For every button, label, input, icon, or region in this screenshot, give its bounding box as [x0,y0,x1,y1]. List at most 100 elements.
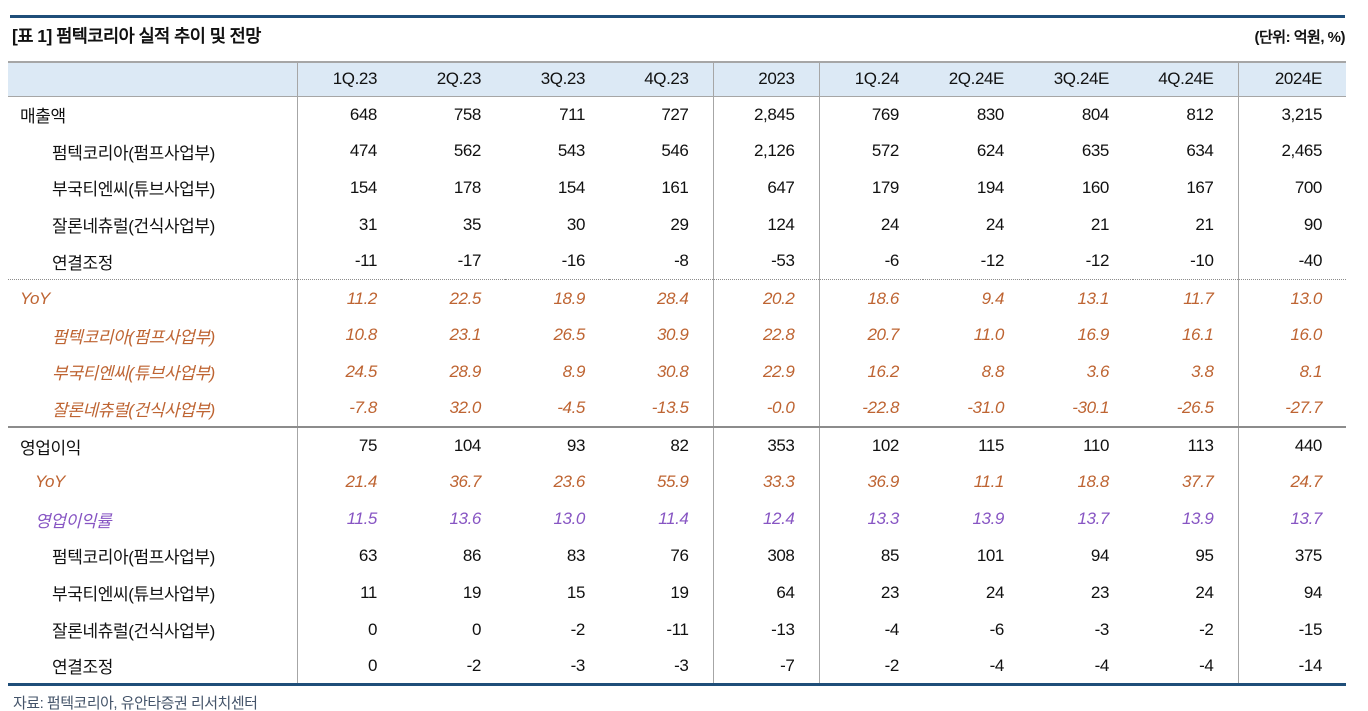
cell: 3.8 [1191,361,1214,381]
top-rule [10,15,1345,18]
row-label: 펌텍코리아(펌프사업부) [52,327,215,347]
cell: 8.8 [981,361,1005,381]
cell: 83 [566,545,586,565]
header-row: 1Q.23 2Q.23 3Q.23 4Q.23 2023 1Q.24 2Q.24… [8,61,1346,97]
cell: 24 [985,582,1005,602]
table-row: 잘론네츄럴(건식사업부) 31 35 30 29 124 24 24 21 21 90 [8,206,1346,244]
cell: 562 [453,141,482,161]
column-header-3q24e: 3Q.24E [1028,61,1133,97]
cell: 0 [296,647,401,687]
cell: -2 [401,647,505,687]
cell: 727 [661,104,689,124]
table-row: 연결조정 0 -2 -3 -3 -7 -2 -4 -4 -4 -14 [8,647,1346,687]
row-label: 영업이익 [8,426,297,464]
cell: 55.9 [657,472,689,492]
cell: 36.9 [818,463,923,501]
cell: 29 [670,214,689,234]
cell: 546 [661,141,689,161]
cell: 2,126 [712,132,819,170]
cell: 33.3 [712,463,819,501]
cell: 830 [976,104,1005,124]
cell: 13.7 [1237,500,1346,538]
cell: -4 [818,611,923,648]
cell: -53 [712,243,819,280]
cell: -11 [296,243,401,280]
cell: 21 [1090,214,1110,234]
cell: 21 [1195,214,1214,234]
row-label: 펌텍코리아(펌프사업부) [52,548,215,568]
cell: 11.2 [296,279,401,317]
cell: -13 [712,611,819,648]
cell: 94 [1237,574,1346,612]
cell: 15 [566,582,586,602]
source-note: 자료: 펌텍코리아, 유안타증권 리서치센터 [13,695,258,711]
cell: -6 [818,243,923,280]
table-row: 부국티엔씨(튜브사업부) 154 178 154 161 647 179 194 160 167 7… [8,169,1346,207]
cell: -26.5 [1176,398,1214,418]
cell: 24 [818,206,923,244]
table-row: 펌텍코리아(펌프사업부) 63 86 83 76 308 85 101 94 95 375 [8,537,1346,575]
cell: 308 [712,537,819,575]
table-row: 매출액 648 758 711 727 2,845 769 830 804 812 3,215 [8,96,1346,133]
cell: 11 [296,574,401,612]
cell: 154 [296,169,401,207]
cell: 16.2 [818,353,923,391]
row-label: 연결조정 [8,647,297,687]
table-row: 부국티엔씨(튜브사업부) 24.5 28.9 8.9 30.8 22.9 16.2 8.8 3.… [8,353,1346,391]
cell: 178 [453,177,482,197]
cell: 32.0 [449,398,482,418]
cell: 28.4 [609,279,713,317]
cell: 30 [566,214,586,234]
cell: 634 [1186,141,1214,161]
cell: 75 [296,426,401,464]
cell: 101 [976,545,1005,565]
cell: 95 [1195,545,1214,565]
cell: 102 [818,426,923,464]
cell: 13.0 [553,509,586,529]
cell: -16 [561,251,586,271]
cell: 20.2 [712,279,819,317]
cell: 18.8 [1077,472,1110,492]
cell: 90 [1237,206,1346,244]
cell: 11.1 [973,472,1005,492]
cell: 21.4 [296,463,401,501]
cell: -2 [570,619,586,639]
cell: 86 [462,545,482,565]
cell: 13.0 [1237,279,1346,317]
column-header-2023: 2023 [712,61,819,97]
cell: -3 [609,647,713,687]
cell: 82 [609,426,713,464]
row-label: 잘론네츄럴(건식사업부) [52,622,215,642]
cell: 12.4 [712,500,819,538]
cell: 0 [296,611,401,648]
cell: 11.5 [296,500,401,538]
cell: 11.7 [1133,279,1238,317]
cell: 2,845 [712,96,819,133]
cell: 13.9 [1182,509,1214,529]
cell: -12 [1085,251,1110,271]
cell: 104 [401,426,505,464]
cell: -27.7 [1237,390,1346,428]
cell: 94 [1090,545,1110,565]
cell: 3.6 [1086,361,1110,381]
row-label: 펌텍코리아(펌프사업부) [52,143,215,163]
cell: -3 [1094,619,1110,639]
cell: 19 [670,582,689,602]
cell: -2 [818,647,923,687]
row-label: 연결조정 [52,253,113,273]
table-row: 연결조정 -11 -17 -16 -8 -53 -6 -12 -12 -10 -40 [8,243,1346,280]
cell: 440 [1237,426,1346,464]
cell: -30.1 [1072,398,1109,418]
column-header-2q23: 2Q.23 [401,61,505,97]
column-header-blank [8,61,297,97]
table-row: YoY 11.2 22.5 18.9 28.4 20.2 18.6 9.4 13.1 11.7 13… [8,279,1346,317]
cell: 19 [462,582,482,602]
column-header-1q23: 1Q.23 [296,61,401,97]
row-label: 잘론네츄럴(건식사업부) [52,400,215,420]
cell: 8.1 [1237,353,1346,391]
cell: -4.5 [557,398,585,418]
cell: 700 [1237,169,1346,207]
cell: 64 [712,574,819,612]
cell: 474 [296,132,401,170]
